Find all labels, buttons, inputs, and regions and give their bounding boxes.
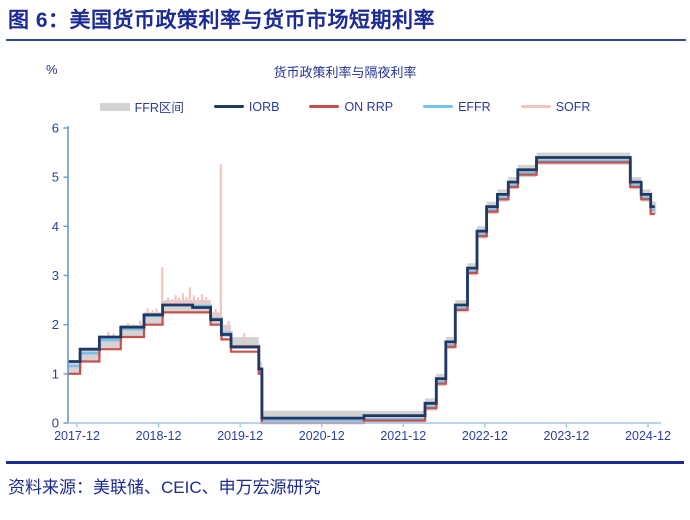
ffr-target-range-band [68, 152, 657, 423]
legend-label: FFR区间 [134, 101, 184, 115]
series-line-effr [68, 159, 655, 422]
legend-item-iorb: IORB [213, 99, 280, 114]
x-tick-label: 2023-12 [543, 429, 589, 443]
y-tick-label: 0 [52, 416, 59, 431]
x-tick-label: 2018-12 [136, 429, 182, 443]
legend-item-sofr: SOFR [520, 99, 591, 114]
x-tick-label: 2022-12 [462, 429, 508, 443]
x-tick-label: 2024-12 [625, 429, 671, 443]
x-tick-label: 2019-12 [217, 429, 263, 443]
legend-label: ON RRP [344, 99, 394, 114]
figure-title: 图 6：美国货币政策利率与货币市场短期利率 [8, 9, 436, 32]
legend-item-effr: EFFR [423, 100, 491, 114]
y-tick-label: 5 [52, 170, 59, 185]
y-tick-label: 6 [52, 120, 59, 135]
chart-title: 货币政策利率与隔夜利率 [273, 65, 417, 80]
x-tick-label: 2021-12 [380, 429, 426, 443]
y-tick-label: 1 [52, 366, 59, 381]
legend-label: IORB [248, 99, 280, 114]
legend-item-on-rrp: ON RRP [309, 100, 393, 114]
legend-label: SOFR [555, 99, 591, 114]
legend-swatch [520, 104, 551, 109]
chart-legend: FFR区间 IORB ON RRP EFFR SOFR [0, 97, 690, 116]
legend-swatch [213, 104, 244, 109]
legend-swatch [423, 104, 454, 109]
series-line-on-rrp [68, 161, 655, 425]
legend-swatch [309, 104, 340, 109]
legend-swatch [99, 102, 130, 111]
series-line-sofr [68, 159, 655, 423]
series-line-iorb [68, 156, 655, 420]
source-note: 资料来源：美联储、CEIC、申万宏源研究 [8, 478, 321, 497]
legend-label: EFFR [458, 99, 491, 114]
x-tick-label: 2020-12 [299, 429, 345, 443]
y-tick-label: 3 [52, 268, 59, 283]
y-axis-unit-label: % [46, 62, 58, 77]
title-underline [6, 39, 686, 41]
x-tick-label: 2017-12 [54, 429, 100, 443]
y-tick-label: 2 [52, 317, 59, 332]
y-tick-label: 4 [52, 219, 59, 234]
legend-item-ffr区间: FFR区间 [99, 97, 184, 116]
source-divider [6, 461, 684, 464]
